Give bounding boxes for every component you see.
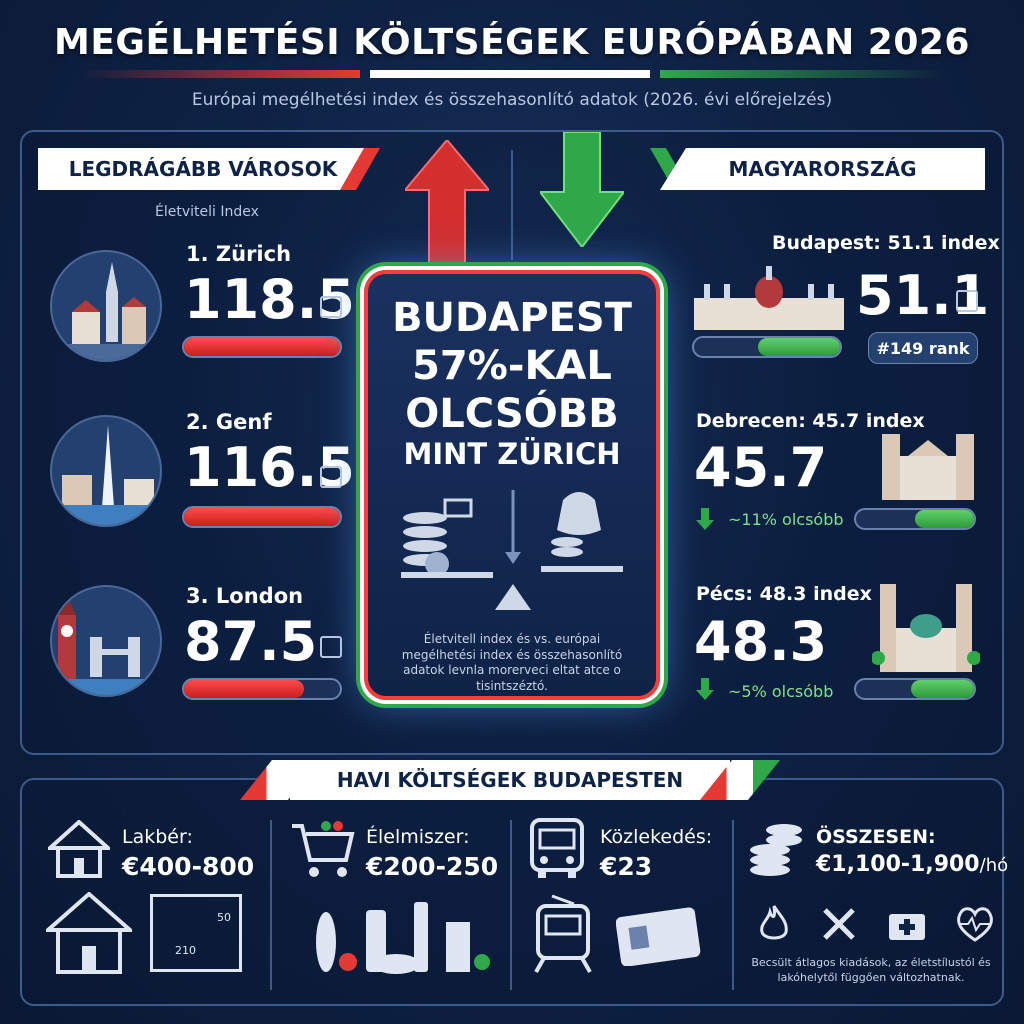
- rank-badge: #149 rank: [868, 332, 978, 364]
- floorplan-label-2: 210: [175, 944, 196, 957]
- debrecen-diff: ~11% olcsóbb: [728, 510, 844, 529]
- fire-icon: [760, 905, 788, 940]
- panel-divider: [511, 150, 513, 260]
- shopping-cart-icon: [292, 821, 355, 877]
- total-amount: €1,100-1,900/hó: [816, 852, 1008, 877]
- transit-pass-icon: [616, 907, 701, 966]
- flag-underline-white: [370, 70, 650, 78]
- index-bar-fill: [184, 680, 305, 698]
- balance-scale-icon: [401, 490, 623, 610]
- index-value-pecs: 48.3: [694, 610, 828, 673]
- right-heading-ribbon: MAGYARORSZÁG: [660, 148, 985, 190]
- index-bar-london: [182, 678, 342, 700]
- index-bar-fill: [758, 338, 840, 356]
- floorplan-icon: 50 210: [150, 894, 242, 972]
- debrecen-church-icon: [882, 434, 974, 500]
- costs-heading: HAVI KÖLTSÉGEK BUDAPESTEN: [336, 768, 684, 792]
- costs-note: Becsült átlagos kiadások, az életstílust…: [751, 956, 991, 984]
- rent-value: €400-800: [122, 852, 255, 881]
- heart-pulse-icon: [957, 907, 993, 942]
- page-title: MEGÉLHETÉSI KÖLTSÉGEK EURÓPÁBAN 2026: [54, 22, 970, 63]
- total-unit: /hó: [979, 855, 1009, 876]
- highlight-line-2: 57%-KAL: [412, 343, 612, 389]
- geneva-fountain-icon: [50, 415, 162, 527]
- total-label: ÖSSZESEN:: [816, 826, 936, 848]
- debrecen-label: Debrecen: 45.7 index: [696, 410, 925, 432]
- expense-icons-row: [756, 904, 996, 948]
- highlight-line-1: BUDAPEST: [392, 295, 632, 341]
- costs-heading-ribbon: HAVI KÖLTSÉGEK BUDAPESTEN: [290, 760, 730, 800]
- city-name-london: 3. London: [186, 584, 304, 608]
- arrow-down-small-icon: [696, 508, 714, 530]
- chart-icon: [956, 290, 978, 312]
- highlight-line-3: OLCSÓBB: [405, 391, 619, 437]
- index-value-zurich: 118.5: [184, 268, 355, 331]
- chart-icon: [320, 636, 342, 658]
- index-value-budapest: 51.1: [856, 264, 990, 327]
- chart-icon: [320, 466, 342, 488]
- index-bar-fill: [184, 508, 340, 526]
- left-heading: LEGDRÁGÁBB VÁROSOK: [68, 157, 338, 181]
- highlight-line-4: MINT ZÜRICH: [403, 437, 621, 471]
- index-bar-debrecen: [854, 508, 976, 530]
- highlight-footnote: Életvitell index és vs. európai megélhet…: [401, 632, 623, 693]
- index-bar-fill: [184, 338, 340, 356]
- transport-label: Közlekedés:: [600, 826, 713, 848]
- left-heading-ribbon: LEGDRÁGÁBB VÁROSOK: [38, 148, 368, 190]
- index-bar-fill: [915, 510, 974, 528]
- index-bar-genf: [182, 506, 342, 528]
- arrow-up-icon: [405, 140, 489, 270]
- bus-icon: [530, 818, 584, 878]
- costs-divider: [510, 820, 512, 990]
- rent-label: Lakbér:: [122, 826, 193, 848]
- flag-underline-red: [80, 70, 360, 78]
- index-bar-pecs: [854, 678, 976, 700]
- large-house-icon: [46, 892, 132, 974]
- floorplan-label-1: 50: [217, 911, 231, 924]
- parliament-icon: [694, 266, 844, 330]
- total-value: €1,100-1,900: [816, 852, 980, 877]
- food-label: Élelmiszer:: [366, 826, 470, 848]
- costs-divider: [270, 820, 272, 990]
- highlight-card: [364, 270, 660, 700]
- index-value-debrecen: 45.7: [694, 436, 828, 499]
- medical-kit-icon: [888, 914, 925, 940]
- pecs-cathedral-icon: [872, 584, 980, 672]
- transport-value: €23: [600, 852, 653, 881]
- food-value: €200-250: [366, 852, 499, 881]
- index-bar-zurich: [182, 336, 342, 358]
- right-heading: MAGYARORSZÁG: [728, 157, 917, 181]
- house-icon: [48, 820, 110, 878]
- page-subtitle: Európai megélhetési index és összehasonl…: [191, 90, 833, 110]
- coins-icon: [750, 824, 802, 876]
- index-label: Életviteli Index: [155, 204, 259, 220]
- city-name-zurich: 1. Zürich: [186, 242, 292, 266]
- city-name-genf: 2. Genf: [186, 410, 272, 434]
- zurich-skyline-icon: [50, 250, 162, 362]
- index-value-london: 87.5: [184, 610, 318, 673]
- budapest-label: Budapest: 51.1 index: [772, 232, 1000, 254]
- arrow-down-small-icon: [696, 678, 714, 700]
- pecs-label: Pécs: 48.3 index: [696, 583, 872, 605]
- tram-icon: [534, 894, 592, 973]
- flag-underline-green: [660, 70, 945, 78]
- index-bar-budapest: [692, 336, 842, 358]
- costs-divider: [732, 820, 734, 990]
- chart-icon: [320, 296, 342, 318]
- index-bar-fill: [911, 680, 974, 698]
- groceries-icon: [316, 902, 490, 974]
- london-bigben-icon: [50, 585, 162, 697]
- tools-icon: [823, 908, 856, 940]
- pecs-diff: ~5% olcsóbb: [728, 682, 834, 701]
- arrow-down-icon: [540, 132, 624, 247]
